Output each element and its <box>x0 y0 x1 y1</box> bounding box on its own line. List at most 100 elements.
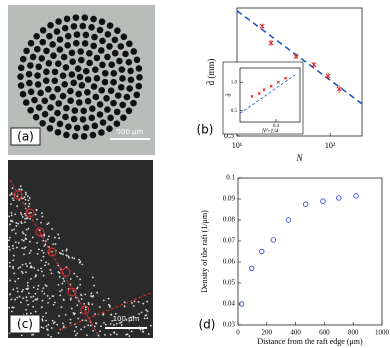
point <box>320 198 326 204</box>
particle <box>10 211 13 214</box>
particle <box>57 271 60 273</box>
particle <box>10 203 12 206</box>
particle <box>42 287 45 290</box>
particle <box>52 303 55 306</box>
particle <box>79 278 82 281</box>
particle <box>114 313 117 315</box>
hole <box>39 120 46 127</box>
particle <box>18 295 21 298</box>
particle <box>47 334 50 336</box>
particle <box>65 254 68 257</box>
particle <box>50 335 53 338</box>
hole <box>130 99 137 107</box>
hole <box>114 27 121 34</box>
y-axis-label: d̄ (mm) <box>206 59 216 86</box>
hole <box>125 58 133 66</box>
particle <box>62 277 65 280</box>
particle <box>115 333 118 336</box>
panel-label: (a) <box>17 130 34 144</box>
hole <box>73 124 81 132</box>
particle <box>96 291 99 294</box>
particle <box>11 306 14 309</box>
hole <box>110 78 117 86</box>
particle <box>23 212 26 215</box>
marker <box>61 267 71 277</box>
particle <box>12 288 15 291</box>
particle <box>25 296 28 299</box>
particle <box>21 247 24 249</box>
point <box>311 62 317 68</box>
particle <box>104 323 107 326</box>
particle <box>51 250 53 253</box>
particle <box>90 292 93 295</box>
particle <box>61 250 64 252</box>
y-tick-label: 0.08 <box>223 216 236 224</box>
particle <box>18 199 21 201</box>
particle <box>21 272 24 274</box>
hole <box>51 68 59 76</box>
particle <box>26 195 29 198</box>
particle <box>37 269 40 272</box>
particle <box>125 333 128 336</box>
particle <box>123 301 126 304</box>
fit-line <box>239 74 296 114</box>
particle <box>138 313 140 315</box>
scale-bar-label: 500 µm <box>117 128 144 136</box>
particle <box>53 301 56 304</box>
hole <box>113 120 121 128</box>
particle <box>74 296 77 299</box>
point <box>336 195 342 201</box>
particle <box>73 272 76 275</box>
hole <box>37 89 44 97</box>
hole <box>98 129 105 136</box>
particle <box>10 193 13 196</box>
hole <box>116 57 123 65</box>
hole <box>63 104 70 112</box>
particle <box>8 245 10 248</box>
particle <box>123 305 126 308</box>
particle <box>69 318 72 321</box>
hole <box>33 45 41 53</box>
hole <box>27 88 35 96</box>
particle <box>23 247 26 250</box>
y-tick-label: 1.0 <box>231 80 238 85</box>
particle <box>109 323 112 325</box>
particle <box>68 256 70 259</box>
hole <box>81 40 89 47</box>
particle <box>8 306 11 309</box>
hole <box>96 26 104 34</box>
point <box>259 23 265 29</box>
particle <box>41 249 43 252</box>
particle <box>41 319 44 322</box>
hole <box>107 87 115 94</box>
particle <box>49 269 52 271</box>
particle <box>54 236 56 239</box>
point <box>270 237 276 243</box>
hole <box>127 67 134 75</box>
hole <box>38 55 46 62</box>
particle <box>16 290 19 293</box>
particle <box>80 298 83 300</box>
hole <box>68 49 76 57</box>
particle <box>107 297 110 300</box>
particle <box>10 214 13 217</box>
point <box>276 80 280 84</box>
particle <box>17 242 20 244</box>
particle <box>28 252 31 254</box>
hole <box>60 53 68 61</box>
particle <box>119 321 121 324</box>
particle <box>140 311 143 314</box>
particle <box>141 330 144 333</box>
hole <box>17 64 25 72</box>
hole <box>56 36 64 43</box>
hole <box>99 61 106 69</box>
hole <box>106 22 114 29</box>
particle <box>12 306 15 309</box>
particle <box>42 251 45 254</box>
hole <box>47 22 54 29</box>
particle <box>27 287 30 290</box>
hole <box>71 107 79 114</box>
particle <box>30 266 33 269</box>
particle <box>78 300 80 302</box>
particle <box>95 322 97 324</box>
